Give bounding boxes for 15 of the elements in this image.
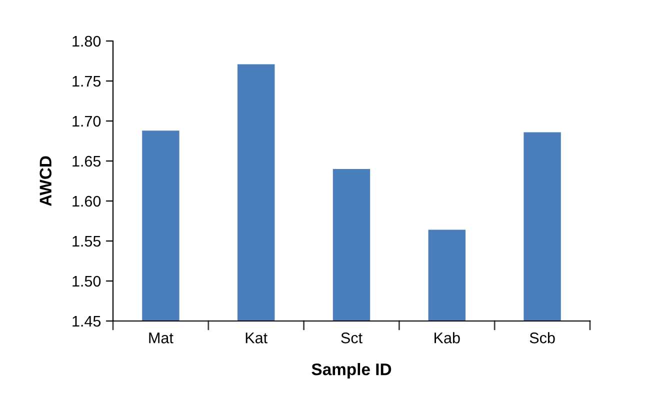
- y-tick-label: 1.50: [72, 276, 101, 287]
- x-tick-label: Sct: [341, 332, 362, 344]
- y-tick-label: 1.80: [72, 36, 101, 47]
- y-tick-label: 1.60: [72, 196, 101, 207]
- y-tick-label: 1.75: [72, 76, 101, 87]
- x-axis-title: Sample ID: [312, 363, 392, 379]
- x-tick-label: Mat: [149, 332, 174, 344]
- y-tick-label: 1.45: [72, 316, 101, 327]
- x-tick-label: Scb: [530, 332, 555, 344]
- y-tick-label: 1.55: [72, 236, 101, 247]
- y-tick-label: 1.65: [72, 156, 101, 167]
- x-tick-label: Kat: [246, 332, 268, 344]
- x-tick-label: Kab: [434, 332, 460, 344]
- y-tick-label: 1.70: [72, 116, 101, 127]
- y-axis-title: AWCD: [40, 156, 52, 206]
